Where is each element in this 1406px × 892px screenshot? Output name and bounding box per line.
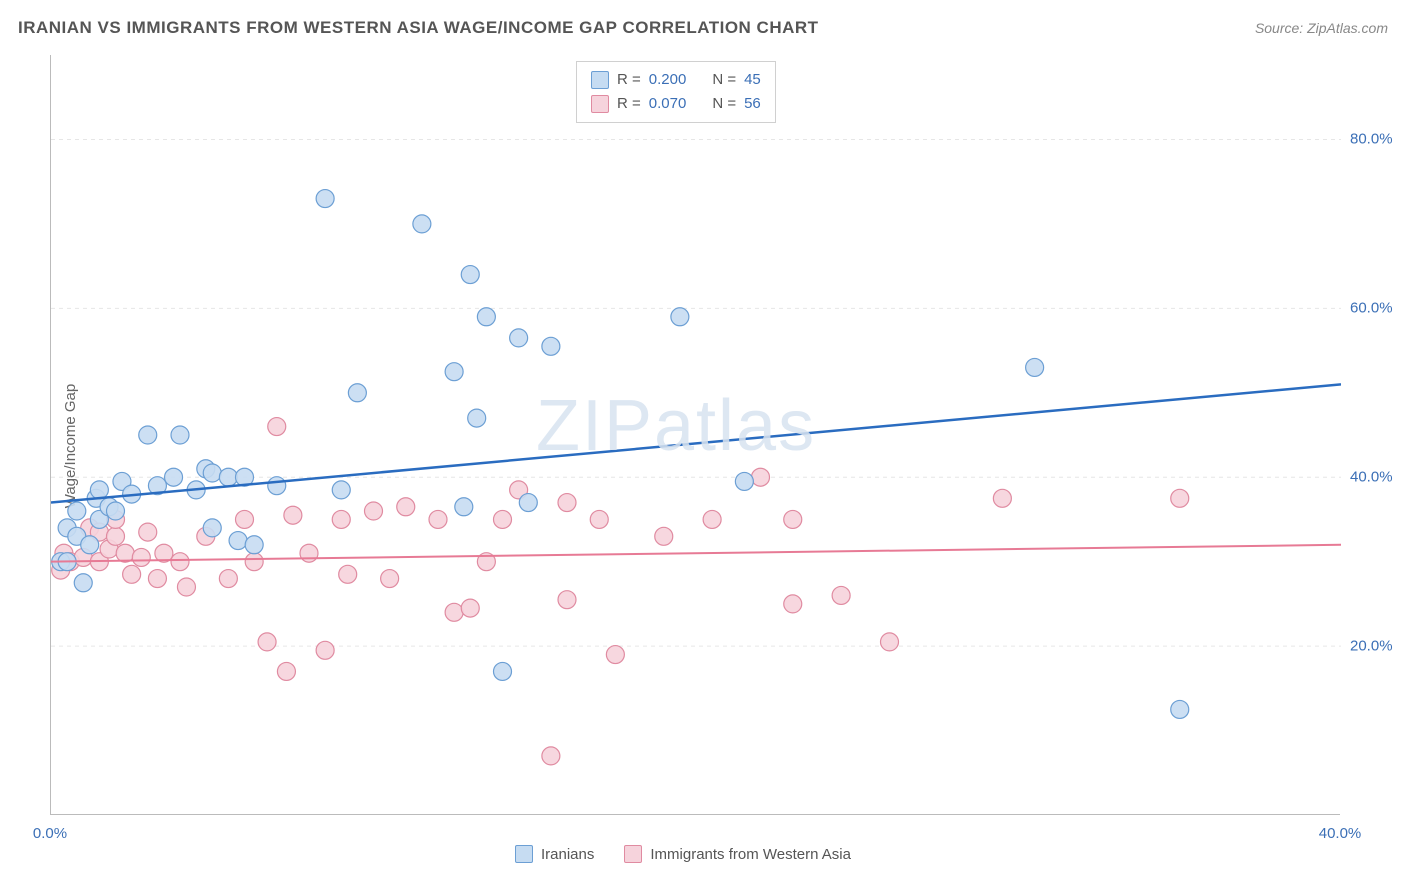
y-tick-label: 60.0% (1350, 300, 1393, 317)
y-tick-label: 20.0% (1350, 638, 1393, 655)
x-tick-label: 0.0% (33, 825, 67, 842)
legend-correlation: R = 0.200 N = 45 R = 0.070 N = 56 (576, 61, 776, 123)
r-label: R = (617, 68, 641, 92)
swatch-series-b (624, 845, 642, 863)
chart-title: IRANIAN VS IMMIGRANTS FROM WESTERN ASIA … (18, 18, 819, 38)
y-tick-label: 40.0% (1350, 469, 1393, 486)
plot-svg (51, 55, 1341, 815)
n-value-a: 45 (744, 68, 761, 92)
scatter-plot: ZIPatlas R = 0.200 N = 45 R = 0.070 N = … (50, 55, 1340, 815)
swatch-series-a (515, 845, 533, 863)
swatch-series-a (591, 71, 609, 89)
legend-item-a: Iranians (515, 845, 594, 863)
legend-row-a: R = 0.200 N = 45 (591, 68, 761, 92)
n-value-b: 56 (744, 92, 761, 116)
swatch-series-b (591, 95, 609, 113)
series-a-name: Iranians (541, 846, 594, 863)
legend-series: Iranians Immigrants from Western Asia (515, 845, 851, 863)
source-label: Source: ZipAtlas.com (1255, 20, 1388, 36)
x-tick-label: 40.0% (1319, 825, 1362, 842)
legend-item-b: Immigrants from Western Asia (624, 845, 851, 863)
r-value-b: 0.070 (649, 92, 687, 116)
legend-row-b: R = 0.070 N = 56 (591, 92, 761, 116)
y-tick-label: 80.0% (1350, 131, 1393, 148)
series-b-name: Immigrants from Western Asia (650, 846, 851, 863)
r-label: R = (617, 92, 641, 116)
n-label: N = (712, 68, 736, 92)
n-label: N = (712, 92, 736, 116)
r-value-a: 0.200 (649, 68, 687, 92)
